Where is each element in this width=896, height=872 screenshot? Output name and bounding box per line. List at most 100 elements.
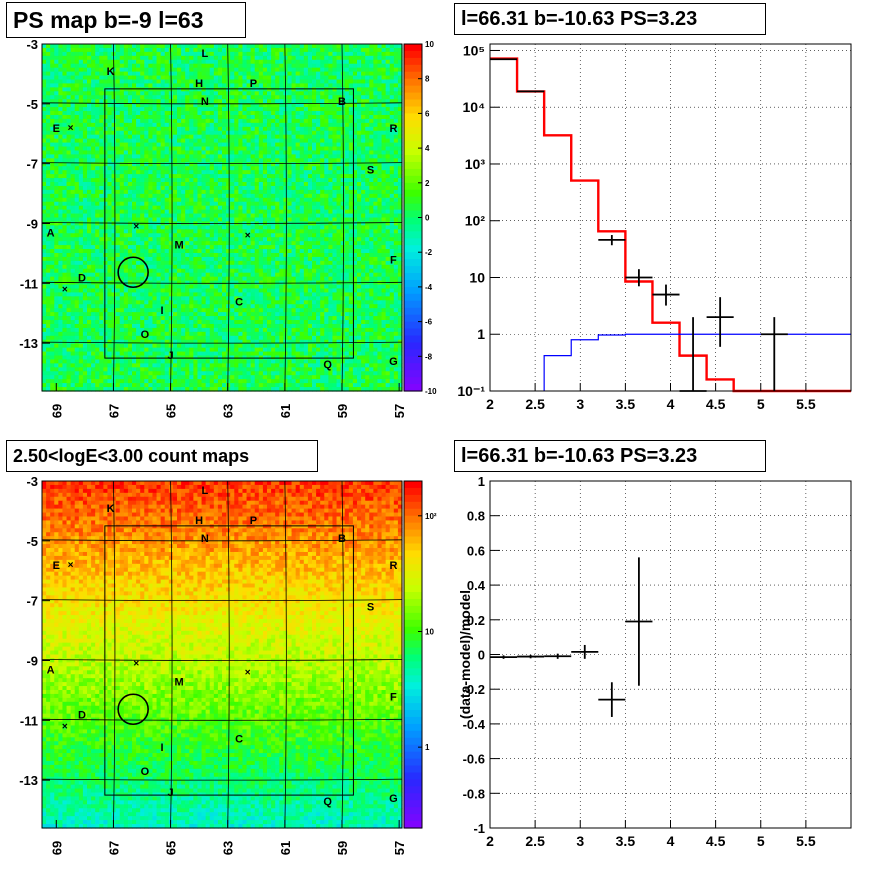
spectrum-y-tick-label: 10² xyxy=(465,213,486,229)
count-colorbar-label: 10² xyxy=(425,512,437,521)
spectrum-x-tick-label: 5.5 xyxy=(796,396,816,412)
residual-y-tick-label: 0 xyxy=(478,648,485,663)
residual-y-tick-label: -0.2 xyxy=(463,682,485,697)
ps-source-label: E xyxy=(53,123,60,135)
residual-y-tick-label: 1 xyxy=(478,474,485,489)
count-source-label: L xyxy=(201,485,208,497)
ps-source-label: A xyxy=(47,227,55,239)
count-lon-line xyxy=(113,480,116,829)
residual-x-tick-label: 3.5 xyxy=(616,833,636,849)
ps-roi-box xyxy=(104,88,354,359)
residual-y-tick-label: 0.6 xyxy=(467,543,485,558)
count-grid xyxy=(41,480,403,829)
count-source-cross: × xyxy=(68,560,74,571)
spectrum-y-tick-label: 10³ xyxy=(465,156,486,172)
count-x-tick-label: 67 xyxy=(106,841,121,855)
ps-source-label: H xyxy=(195,78,203,90)
ps-colorbar-label: -2 xyxy=(425,248,433,257)
count-lat-line xyxy=(41,599,403,602)
spectrum-y-tick-label: 10 xyxy=(469,269,485,285)
count-lat-line xyxy=(41,659,403,661)
count-source-cross: × xyxy=(133,658,139,669)
ps-source-label: C xyxy=(235,296,243,308)
spectrum-data-point xyxy=(706,297,734,347)
ps-target-circle xyxy=(117,256,149,289)
ps-map-panel: 69 67 65 63 61 59 57 -3 -5 -7 -9 -11 -13 L K H P N B E R S M A F… xyxy=(19,37,437,418)
spectrum-x-tick-label: 4 xyxy=(667,396,675,412)
spectrum-y-tick-label: 10⁻¹ xyxy=(457,383,485,399)
ps-source-label: O xyxy=(141,329,150,341)
spectrum-x-tick-label: 2.5 xyxy=(525,396,545,412)
count-source-label: F xyxy=(390,691,397,703)
ps-colorbar-label: 6 xyxy=(425,109,430,118)
residual-x-tick-label: 2 xyxy=(486,833,494,849)
count-source-label: H xyxy=(195,515,203,527)
count-frame xyxy=(41,480,403,829)
ps-colorbar-label: -4 xyxy=(425,283,433,292)
count-source-label: I xyxy=(160,742,163,754)
count-map-panel: 69 67 65 63 61 59 57 -3 -5 -7 -9 -11 -13 L K H P N B E R S M A F… xyxy=(19,474,437,855)
ps-source-label: S xyxy=(367,165,374,177)
ps-cells xyxy=(42,44,403,392)
spectrum-data-point xyxy=(625,269,653,287)
spectrum-data-point xyxy=(760,317,788,391)
ps-lon-line xyxy=(227,43,230,392)
count-source-label: G xyxy=(389,793,398,805)
ps-colorbar-label: -6 xyxy=(425,318,433,327)
ps-lon-line xyxy=(113,43,116,392)
count-source-label: P xyxy=(250,515,257,527)
ps-frame xyxy=(41,43,403,392)
count-colorbar-label: 10 xyxy=(425,627,434,636)
ps-lat-line xyxy=(41,341,403,344)
ps-x-tick-label: 61 xyxy=(278,404,293,418)
ps-lat-line xyxy=(41,222,403,224)
count-source-cross: × xyxy=(62,721,68,732)
count-source-label: C xyxy=(235,733,243,745)
ps-source-cross: × xyxy=(62,284,68,295)
count-lat-line xyxy=(41,778,403,781)
ps-colorbar-label: -8 xyxy=(425,352,433,361)
ps-source-label: G xyxy=(389,356,398,368)
ps-y-tick-label: -9 xyxy=(26,216,38,231)
ps-source-label: L xyxy=(201,48,208,60)
count-source-label: A xyxy=(47,664,55,676)
residual-x-tick-label: 3 xyxy=(576,833,584,849)
count-lon-line xyxy=(170,480,173,829)
ps-x-tick-label: 69 xyxy=(49,404,64,418)
count-source-label: O xyxy=(141,766,150,778)
ps-source-cross: × xyxy=(245,230,251,241)
count-source-label: E xyxy=(53,560,60,572)
count-y-tick-label: -13 xyxy=(19,773,38,788)
count-y-tick-label: -3 xyxy=(26,474,38,489)
residual-y-axis-label: (data-model)/model xyxy=(457,590,473,719)
ps-grid xyxy=(41,43,403,392)
count-x-tick-label: 59 xyxy=(335,841,350,855)
residual-data-point xyxy=(571,644,599,659)
count-y-tick-label: -9 xyxy=(26,653,38,668)
residual-data-point xyxy=(625,557,653,686)
spectrum-data-point xyxy=(517,90,545,93)
count-x-tick-label: 57 xyxy=(392,841,407,855)
count-source-label: Q xyxy=(323,796,332,808)
residual-y-tick-label: 0.2 xyxy=(467,613,485,628)
count-source-label: S xyxy=(367,602,374,614)
residual-data-point xyxy=(598,682,626,717)
count-source-label: R xyxy=(389,560,397,572)
spectrum-x-tick-label: 4.5 xyxy=(706,396,726,412)
count-y-tick-label: -7 xyxy=(26,594,38,609)
ps-lat-line xyxy=(41,102,403,105)
count-x-tick-label: 61 xyxy=(278,841,293,855)
ps-source-label: N xyxy=(201,96,209,108)
spectrum-data-point xyxy=(679,317,707,392)
ps-y-tick-label: -11 xyxy=(20,276,38,291)
residual-title: l=66.31 b=-10.63 PS=3.23 xyxy=(454,440,766,472)
spectrum-x-tick-label: 3 xyxy=(576,396,584,412)
ps-colorbar-label: 4 xyxy=(425,144,430,153)
residual-y-tick-label: -0.4 xyxy=(463,717,486,732)
spectrum-data-point xyxy=(598,235,626,246)
count-y-tick-label: -11 xyxy=(20,713,38,728)
spectrum-y-tick-label: 10⁴ xyxy=(463,99,486,115)
ps-colorbar-label: 2 xyxy=(425,179,430,188)
spectrum-data-point xyxy=(652,284,680,306)
ps-source-label: M xyxy=(175,239,184,251)
